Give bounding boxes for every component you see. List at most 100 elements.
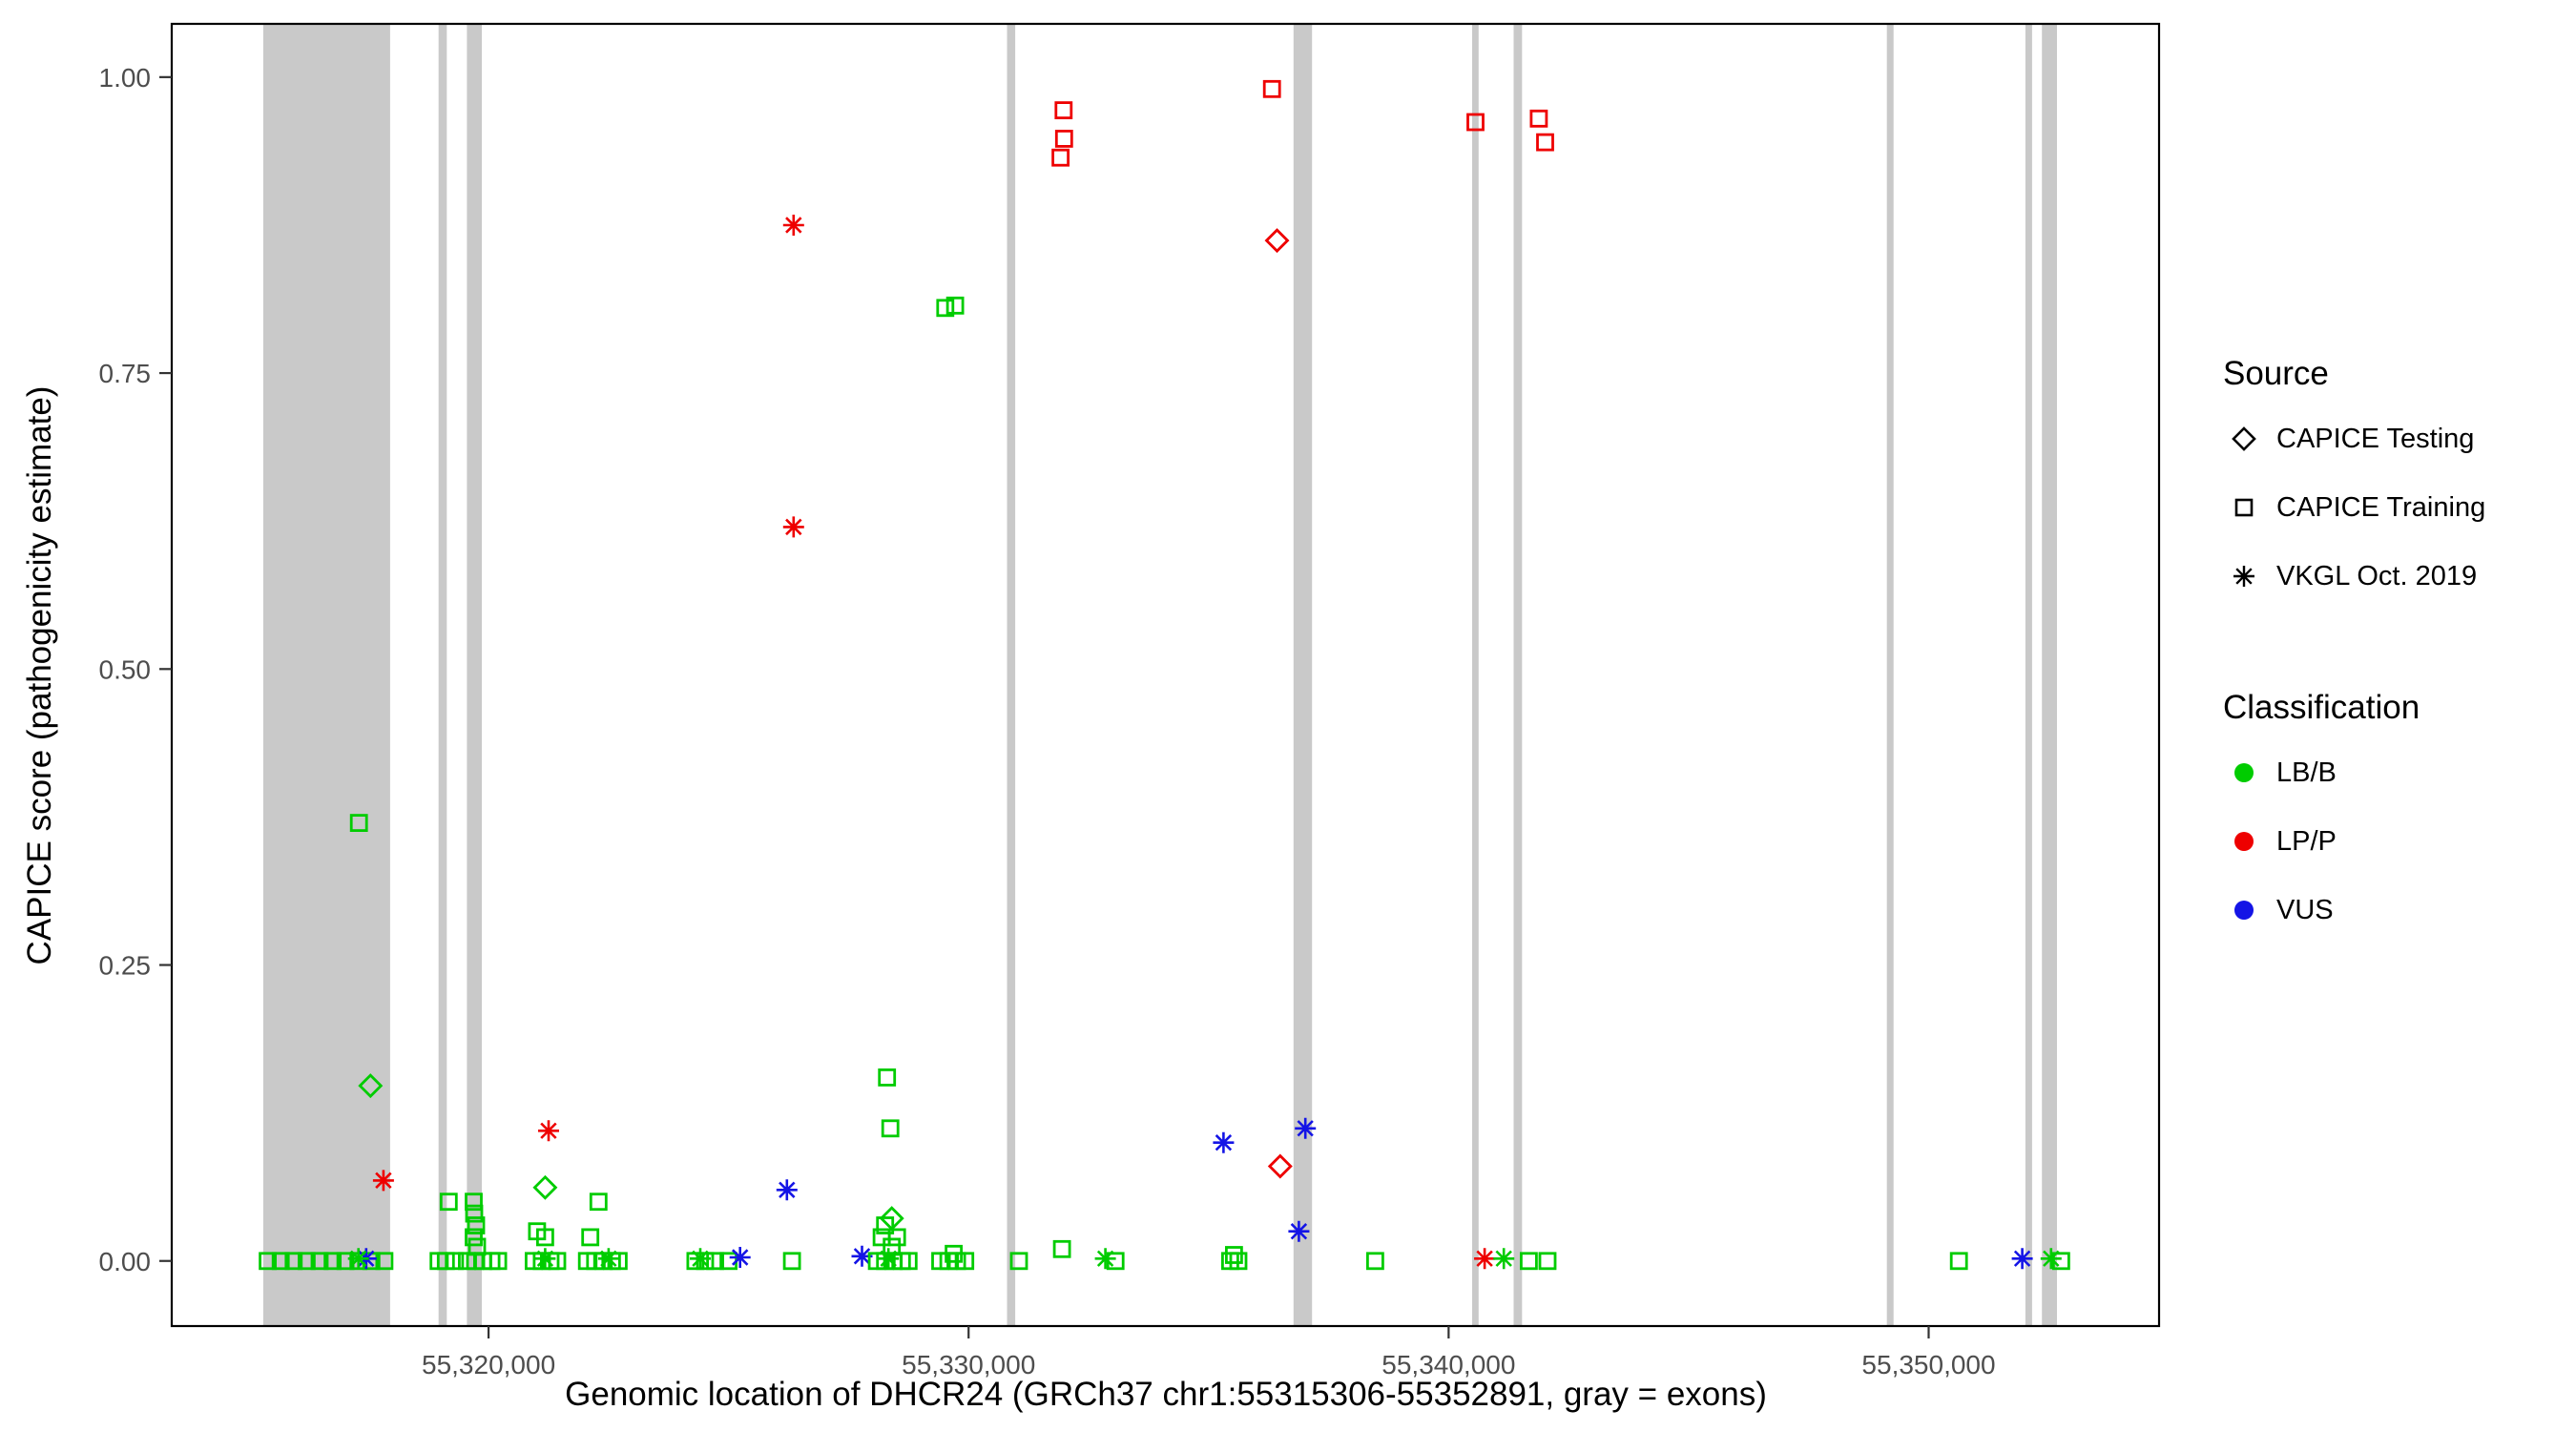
legend-item-vus: VUS	[2223, 889, 2566, 931]
data-point-asterisk	[1288, 1220, 1310, 1242]
data-point-square	[2051, 1252, 2070, 1271]
x-tick-label: 55,350,000	[1861, 1350, 1995, 1379]
data-point-square	[284, 1252, 303, 1271]
legend-item-label: CAPICE Testing	[2276, 423, 2475, 454]
exon-bar	[262, 24, 390, 1326]
blue-dot-icon	[2234, 901, 2254, 920]
data-point-square	[1054, 129, 1073, 148]
data-point-asterisk	[2040, 1248, 2062, 1270]
data-point-square	[436, 1252, 455, 1271]
data-point-square	[878, 1068, 897, 1087]
data-point-square	[899, 1252, 918, 1271]
data-point-square	[881, 1119, 900, 1138]
data-point-asterisk	[1493, 1248, 1515, 1270]
legend-group-classification: Classification LB/B LP/P VUS	[2223, 689, 2566, 931]
y-tick-label: 1.00	[99, 63, 152, 93]
exon-bar	[1886, 24, 1894, 1326]
data-point-square	[1225, 1246, 1243, 1264]
data-point-diamond	[1267, 1153, 1293, 1179]
data-point-asterisk	[347, 1248, 369, 1270]
legend: Source CAPICE Testing CAPICE Training VK…	[2223, 355, 2566, 931]
data-point-square	[323, 1252, 343, 1271]
data-point-asterisk	[782, 516, 804, 538]
data-point-square	[1466, 113, 1485, 132]
data-point-square	[297, 1252, 316, 1271]
legend-item-label: CAPICE Training	[2276, 491, 2486, 523]
data-point-asterisk	[1094, 1248, 1116, 1270]
data-point-square	[439, 1192, 458, 1212]
data-point-square	[548, 1252, 567, 1271]
data-point-square	[310, 1252, 329, 1271]
x-tick-label: 55,330,000	[902, 1350, 1035, 1379]
data-point-asterisk	[851, 1245, 873, 1267]
data-point-square	[1052, 1239, 1071, 1258]
exon-bar	[1293, 24, 1313, 1326]
data-point-square	[467, 1216, 486, 1234]
legend-item-vkgl: VKGL Oct. 2019	[2223, 555, 2566, 597]
data-point-square	[876, 1216, 895, 1234]
data-point-square	[1366, 1252, 1384, 1271]
exon-bar	[1513, 24, 1523, 1326]
data-point-square	[536, 1228, 554, 1247]
exon-bar	[2025, 24, 2032, 1326]
data-point-asterisk	[690, 1248, 711, 1270]
data-point-square	[589, 1192, 608, 1212]
data-point-square	[945, 1244, 963, 1263]
data-point-square	[1529, 109, 1548, 128]
data-point-square	[1949, 1252, 1968, 1271]
legend-group-source: Source CAPICE Testing CAPICE Training VK…	[2223, 355, 2566, 597]
data-point-asterisk	[2011, 1248, 2033, 1270]
data-point-square	[1051, 148, 1070, 167]
data-point-asterisk	[1474, 1248, 1496, 1270]
data-point-asterisk	[597, 1248, 619, 1270]
legend-item-capice-training: CAPICE Training	[2223, 487, 2566, 529]
y-axis-title: CAPICE score (pathogenicity estimate)	[21, 385, 58, 965]
data-point-square	[1054, 101, 1073, 119]
data-point-diamond	[358, 1073, 384, 1099]
data-point-square	[1536, 133, 1554, 152]
exon-bar	[467, 24, 482, 1326]
data-point-asterisk	[782, 215, 804, 236]
legend-item-lpp: LP/P	[2223, 820, 2566, 862]
data-point-square	[1229, 1252, 1248, 1271]
exon-bar	[2042, 24, 2057, 1326]
data-point-asterisk	[729, 1247, 751, 1268]
data-point-square	[1538, 1252, 1557, 1271]
data-point-square	[375, 1252, 394, 1271]
y-tick-label: 0.75	[99, 359, 152, 388]
data-point-square	[1106, 1252, 1125, 1271]
red-dot-icon	[2234, 832, 2254, 851]
data-point-asterisk	[878, 1248, 900, 1270]
legend-item-label: LB/B	[2276, 757, 2337, 788]
data-point-square	[488, 1252, 508, 1271]
square-icon	[2234, 498, 2254, 517]
y-tick-label: 0.25	[99, 951, 152, 981]
legend-item-label: VKGL Oct. 2019	[2276, 560, 2478, 591]
legend-item-lbb: LB/B	[2223, 752, 2566, 794]
data-point-asterisk	[1295, 1117, 1317, 1139]
data-point-asterisk	[1213, 1131, 1235, 1153]
data-point-diamond	[532, 1174, 558, 1200]
asterisk-icon	[2233, 566, 2254, 587]
legend-item-label: LP/P	[2276, 825, 2337, 857]
data-point-square	[467, 1237, 487, 1256]
exon-bar	[1007, 24, 1016, 1326]
panel-border	[170, 22, 2161, 1328]
data-point-diamond	[1264, 228, 1290, 254]
y-tick-label: 0.00	[99, 1247, 152, 1276]
data-point-square	[706, 1252, 724, 1271]
data-point-asterisk	[534, 1248, 556, 1270]
legend-item-label: VUS	[2276, 894, 2334, 925]
data-point-square	[446, 1252, 465, 1271]
exon-bar	[438, 24, 447, 1326]
data-point-square	[782, 1252, 801, 1271]
legend-classification-title: Classification	[2223, 689, 2420, 726]
x-tick-label: 55,320,000	[422, 1350, 555, 1379]
data-point-square	[1262, 79, 1281, 98]
x-axis-title: Genomic location of DHCR24 (GRCh37 chr1:…	[565, 1376, 1767, 1413]
y-tick-label: 0.50	[99, 654, 152, 684]
data-point-asterisk	[538, 1120, 559, 1142]
data-point-asterisk	[776, 1179, 798, 1201]
data-point-square	[465, 1204, 484, 1223]
